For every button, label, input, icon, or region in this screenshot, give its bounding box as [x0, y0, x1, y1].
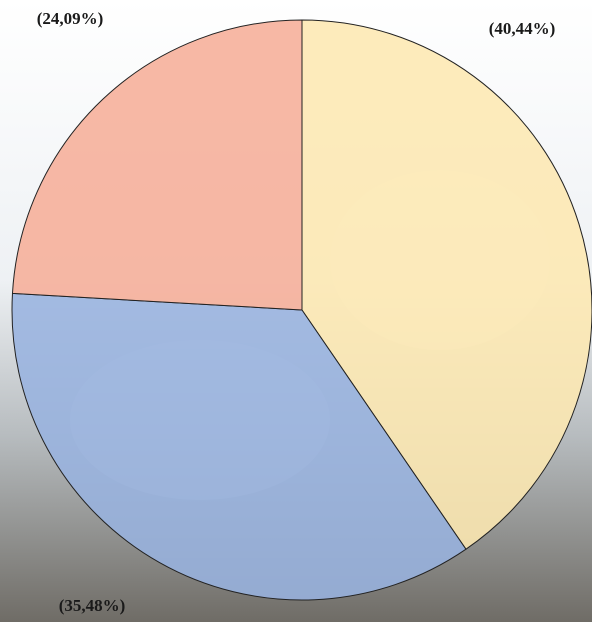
- data-label: (40,44%): [489, 19, 556, 38]
- data-label: (35,48%): [59, 596, 126, 615]
- pie-slice: [11, 19, 303, 311]
- pie-slice: [301, 19, 592, 550]
- data-label: (24,09%): [37, 9, 104, 28]
- pie-slice: [11, 292, 467, 601]
